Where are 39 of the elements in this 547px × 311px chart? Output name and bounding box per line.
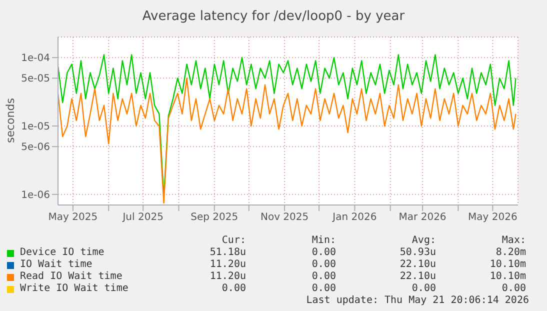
legend-label: IO Wait time (20, 259, 94, 271)
y-tick-label: 1e-06 (21, 190, 50, 201)
x-tick-label: Mar 2026 (398, 212, 446, 224)
x-tick-label: Sep 2025 (190, 212, 238, 224)
x-tick-label: May 2026 (468, 212, 518, 224)
legend-label: Write IO Wait time (20, 283, 130, 295)
x-tick-label: May 2025 (48, 212, 98, 224)
text: Min: (310, 235, 337, 247)
y-tick-label: 1e-05 (21, 122, 50, 133)
text: Cur: (220, 235, 247, 247)
text: 0.00 (500, 283, 527, 295)
y-tick-label: 5e-05 (21, 74, 50, 85)
text: 50.93u (398, 247, 437, 259)
legend-label: Read IO Wait time (20, 271, 124, 283)
chart-title: Average latency for /dev/loop0 - by year (141, 8, 406, 26)
text: 0.00 (310, 247, 337, 259)
text: 0.00 (310, 259, 337, 271)
text: 10.10m (488, 259, 527, 271)
text: Last update: Thu May 21 20:06:14 2026 (305, 295, 530, 307)
text: Max: (500, 235, 527, 247)
text: Avg: (410, 235, 437, 247)
text: 10.10m (488, 271, 527, 283)
x-tick-label: Jan 2026 (332, 212, 377, 224)
text: 11.20u (208, 271, 247, 283)
legend-label: Device IO time (20, 247, 106, 259)
y-tick-label: 1e-04 (21, 53, 50, 64)
text: 22.10u (398, 259, 437, 271)
text: 8.20m (494, 247, 527, 259)
y-tick-label: 5e-06 (21, 142, 50, 154)
text: 11.20u (208, 259, 247, 271)
text: 0.00 (410, 283, 437, 295)
y-axis-title: seconds (4, 98, 17, 143)
text: 0.00 (220, 283, 247, 295)
text: 0.00 (310, 271, 337, 283)
text: 0.00 (310, 283, 337, 295)
text: 51.18u (208, 247, 247, 259)
x-tick-label: Nov 2025 (260, 212, 309, 224)
text: 22.10u (398, 271, 437, 283)
x-tick-label: Jul 2025 (122, 212, 164, 224)
